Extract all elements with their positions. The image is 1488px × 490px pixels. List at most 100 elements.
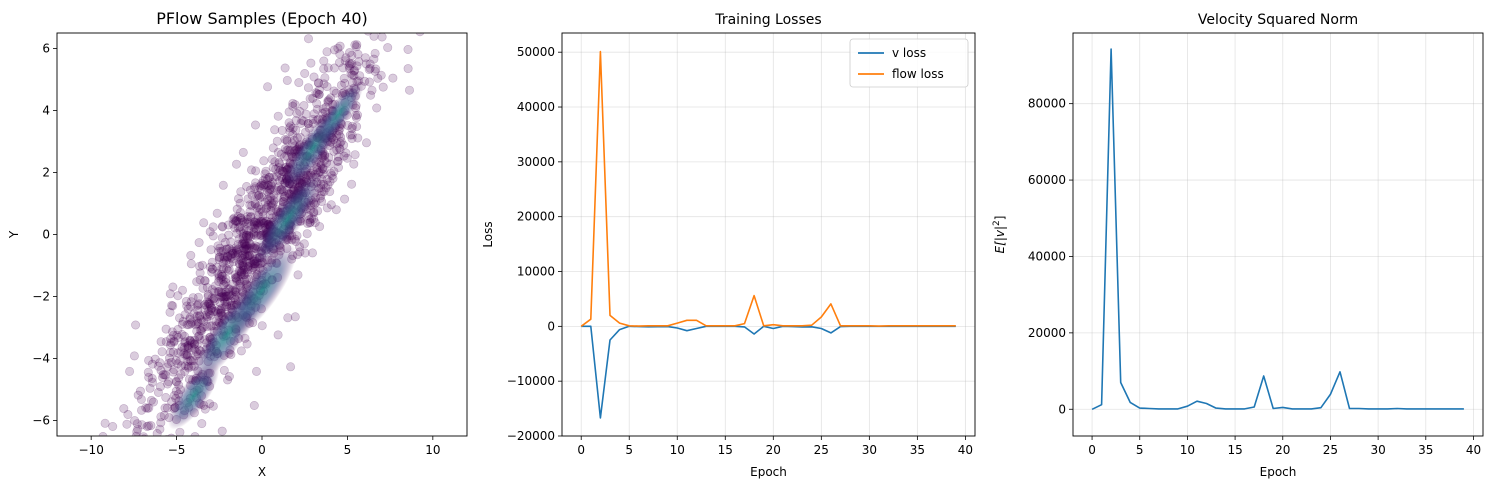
sample-point [185,335,195,345]
y-axis-label-end: ] [993,216,1007,221]
sample-point [180,338,190,348]
sample-point [159,370,169,380]
sample-point [195,310,205,320]
sample-point [136,394,146,404]
sample-point [319,56,329,66]
y-axis-label: Y [7,230,21,239]
sample-point [308,114,318,124]
sample-point [146,421,156,431]
sample-point [239,239,249,249]
sample-point [227,246,237,256]
sample-point [346,69,356,79]
sample-point [301,109,311,119]
sample-point [305,217,315,227]
x-tick-label: 35 [910,443,925,457]
sample-point [369,33,379,41]
sample-point [265,172,275,182]
sample-point [182,350,192,360]
sample-point [162,362,172,372]
sample-point [242,339,252,349]
sample-point [256,204,266,214]
sample-point [309,109,319,119]
sample-point [239,262,249,272]
sample-point [258,218,268,228]
sample-point [264,189,274,199]
sample-point [258,176,268,186]
sample-point [230,215,240,225]
sample-point [142,403,152,413]
sample-point [207,267,217,277]
sample-point [205,262,215,272]
sample-point [347,124,357,134]
sample-point [238,254,248,264]
sample-point [152,429,162,436]
sample-point [259,156,269,166]
sample-point [240,239,250,249]
sample-point [189,309,199,319]
sample-point [190,339,200,349]
sample-point [233,271,243,281]
sample-point [263,82,273,92]
sample-point [144,372,154,382]
sample-point [347,179,357,189]
sample-point [173,359,183,369]
sample-point [202,301,212,311]
sample-point [133,424,143,434]
sample-point [311,88,321,98]
sample-point [239,265,249,275]
sample-point [223,297,233,307]
sample-point [274,168,284,178]
sample-point [364,77,374,87]
sample-point [369,54,379,64]
sample-point [187,338,197,348]
sample-point [256,181,266,191]
x-tick-label: 35 [1418,443,1433,457]
sample-point [198,322,208,332]
sample-point [171,376,181,386]
sample-point [232,216,242,226]
sample-point [373,73,383,83]
sample-point [192,339,202,349]
sample-point [214,253,224,263]
sample-point [259,180,269,190]
sample-point [169,337,179,347]
y-tick-label: 0 [547,319,555,333]
sample-point [295,242,305,252]
sample-point [313,206,323,216]
sample-point [273,330,283,340]
x-tick-label: 10 [425,443,440,457]
sample-point [183,361,193,371]
legend-label: v loss [892,46,926,60]
y-tick-label: 20000 [1028,326,1066,340]
sample-point [228,257,238,267]
sample-point [240,251,250,261]
sample-point [223,266,233,276]
sample-point [256,216,266,226]
sample-point [251,216,261,226]
sample-point [154,361,164,371]
sample-point [135,386,145,396]
sample-point [234,217,244,227]
x-tick-label: 40 [958,443,973,457]
sample-point [236,213,246,223]
legend: v loss flow loss [849,38,969,88]
sample-point [314,85,324,95]
sample-point [169,330,179,340]
sample-point [243,244,253,254]
sample-point [239,250,249,260]
sample-point [250,199,260,209]
sample-point [197,260,207,270]
sample-point [215,271,225,281]
sample-point [222,251,232,261]
sample-point [201,310,211,320]
sample-point [290,312,300,322]
sample-point [210,296,220,306]
sample-point [163,358,173,368]
sample-point [200,276,210,286]
sample-point [284,146,294,156]
sample-point [268,163,278,173]
sample-point [223,253,233,263]
sample-point [182,320,192,330]
sample-point [184,320,194,330]
